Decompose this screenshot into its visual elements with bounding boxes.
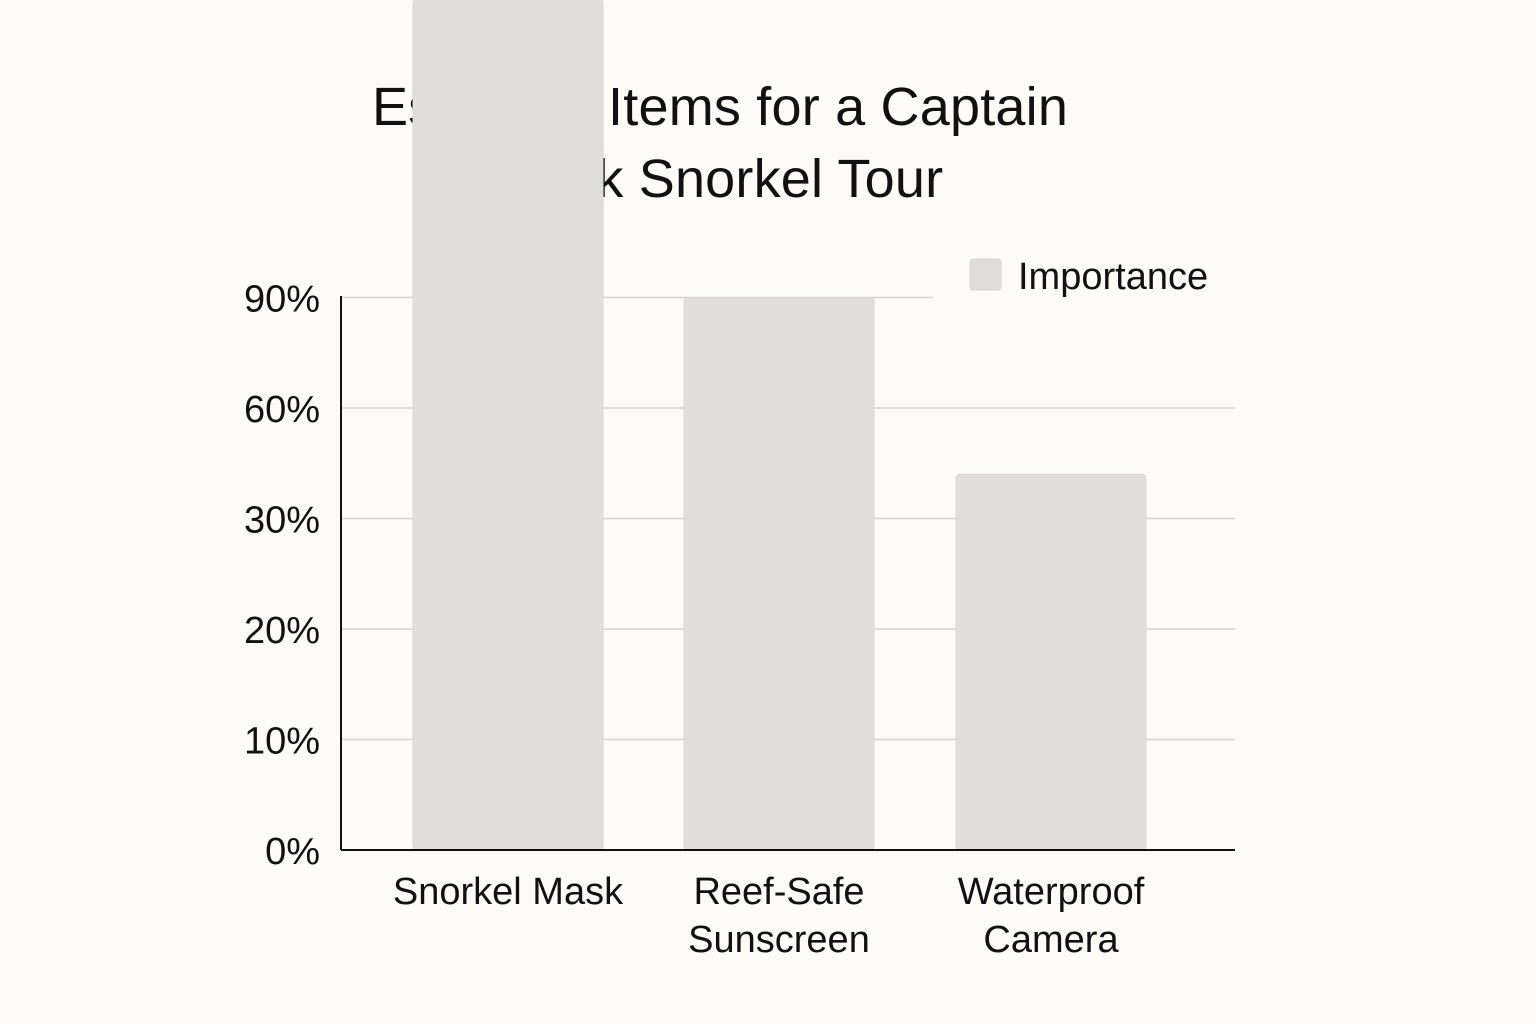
- bar: [955, 473, 1147, 851]
- y-tick-label: 0%: [265, 831, 320, 873]
- x-category-label: Snorkel Mask: [393, 871, 624, 913]
- y-tick-label: 30%: [244, 500, 320, 542]
- x-category-label: Waterproof: [958, 871, 1145, 913]
- x-category-label: Sunscreen: [688, 919, 870, 961]
- legend-label: Importance: [1018, 256, 1208, 298]
- x-category-label: Camera: [983, 919, 1119, 961]
- y-tick-label: 10%: [244, 721, 320, 763]
- bar: [683, 297, 875, 851]
- y-tick-label: 60%: [244, 389, 320, 431]
- x-category-label: Reef-Safe: [693, 871, 864, 913]
- y-tick-label: 20%: [244, 610, 320, 652]
- bar: [412, 0, 604, 851]
- y-tick-label: 90%: [244, 279, 320, 321]
- legend-swatch: [969, 258, 1002, 291]
